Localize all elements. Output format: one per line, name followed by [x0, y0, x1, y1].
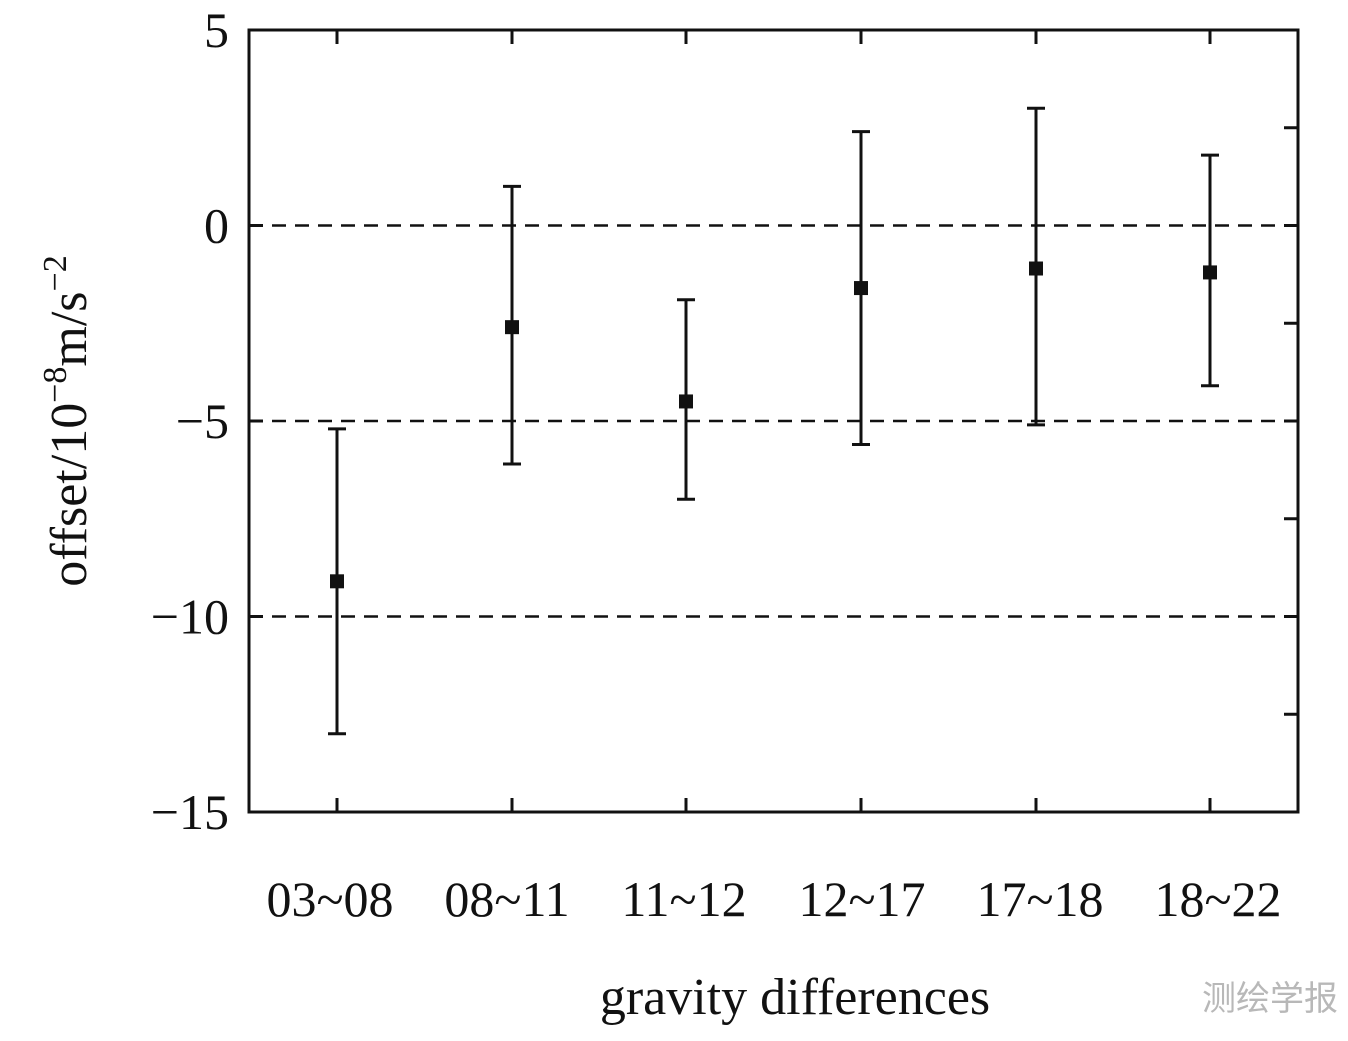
x-axis-title: gravity differences — [600, 969, 990, 1026]
y-tick-label: −10 — [151, 589, 229, 645]
data-point — [854, 281, 868, 296]
x-tick-label: 08~11 — [444, 871, 569, 927]
x-tick-label: 17~18 — [976, 871, 1103, 927]
data-points — [330, 261, 1217, 589]
y-axis-title-exponent-1: −8 — [37, 367, 74, 403]
watermark-text: 测绘学报 — [1202, 979, 1338, 1019]
y-tick-label: −5 — [176, 393, 229, 449]
data-point — [679, 394, 693, 409]
x-axis-ticks: 03~08 08~11 11~12 12~17 17~18 18~22 — [266, 30, 1282, 927]
x-tick-label: 12~17 — [798, 871, 925, 927]
y-axis-title-prefix: offset/10 — [41, 403, 98, 587]
y-tick-label: 0 — [204, 198, 229, 254]
data-point — [1203, 265, 1217, 280]
data-point — [505, 320, 519, 335]
x-tick-label: 03~08 — [266, 871, 393, 927]
data-point — [330, 574, 344, 589]
x-tick-label: 18~22 — [1154, 871, 1281, 927]
y-axis-title-exponent-2: −2 — [37, 255, 74, 291]
x-tick-label: 11~12 — [621, 871, 746, 927]
y-tick-label: 5 — [204, 2, 229, 58]
y-axis-ticks: 5 0 −5 −10 −15 — [151, 2, 1298, 840]
y-tick-label: −15 — [151, 784, 229, 840]
y-axis-title-unit: m/s — [41, 291, 98, 366]
y-axis-title: offset/10−8m/s−2 — [37, 255, 98, 586]
plot-frame — [247, 28, 1300, 814]
reference-lines — [249, 224, 1298, 618]
data-point — [1029, 261, 1043, 276]
